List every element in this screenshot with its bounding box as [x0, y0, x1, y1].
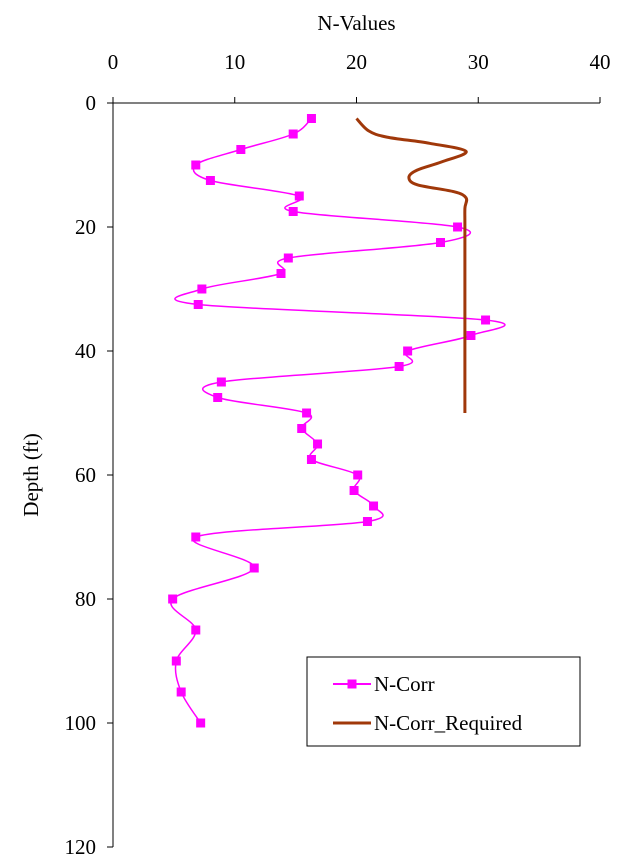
data-point-n-corr — [306, 114, 316, 123]
y-tick-label: 100 — [65, 711, 97, 735]
x-tick-label: 30 — [468, 50, 489, 74]
series-line-n-corr-required — [355, 117, 469, 413]
data-point-n-corr — [216, 377, 226, 387]
data-point-n-corr — [176, 687, 186, 697]
x-tick-label: 0 — [108, 50, 119, 74]
y-tick-label: 60 — [75, 463, 96, 487]
axes: 0 10 20 30 40 N-Values 0 20 40 60 80 100 120 Depth (f… — [19, 11, 611, 859]
y-tick-label: 0 — [86, 91, 97, 115]
data-point-n-corr — [349, 486, 359, 495]
data-point-n-corr — [205, 176, 215, 185]
y-tick-label: 40 — [75, 339, 96, 363]
legend-box — [306, 656, 581, 747]
x-tick-label: 40 — [590, 50, 611, 74]
data-point-n-corr — [213, 393, 223, 402]
x-tick-label: 10 — [224, 50, 245, 74]
y-tick-label: 120 — [65, 835, 97, 859]
data-point-n-corr — [236, 145, 246, 154]
y-tick-label: 80 — [75, 587, 96, 611]
data-point-n-corr — [306, 455, 316, 464]
y-tick-label: 20 — [75, 215, 96, 239]
data-point-n-corr — [249, 563, 259, 573]
x-axis-title: N-Values — [317, 11, 395, 35]
data-point-n-corr — [294, 191, 304, 201]
data-point-n-corr — [171, 656, 181, 666]
data-point-n-corr — [191, 625, 201, 635]
data-point-n-corr — [313, 439, 323, 449]
data-point-n-corr — [453, 222, 463, 232]
legend-label-n-corr-required: N-Corr_Required — [374, 711, 523, 735]
data-point-n-corr — [193, 300, 203, 309]
y-axis-title: Depth (ft) — [19, 433, 43, 516]
data-point-n-corr — [436, 238, 446, 247]
data-point-n-corr — [191, 532, 201, 542]
data-point-n-corr — [191, 160, 201, 170]
series-line-n-corr — [170, 117, 506, 724]
legend: N-Corr N-Corr_Required — [306, 656, 581, 747]
data-point-n-corr — [197, 284, 207, 294]
legend-label-n-corr: N-Corr — [374, 672, 435, 696]
series-layer — [168, 114, 506, 728]
data-point-n-corr — [353, 470, 363, 480]
x-tick-label: 20 — [346, 50, 367, 74]
data-point-n-corr — [196, 718, 206, 728]
data-point-n-corr — [369, 501, 379, 511]
data-point-n-corr — [403, 346, 413, 356]
data-point-n-corr — [288, 129, 298, 139]
legend-marker-n-corr — [347, 679, 357, 689]
data-point-n-corr — [394, 362, 404, 371]
data-point-n-corr — [168, 594, 178, 604]
data-point-n-corr — [297, 424, 307, 433]
data-point-n-corr — [288, 207, 298, 216]
data-point-n-corr — [276, 269, 286, 278]
data-point-n-corr — [466, 331, 476, 340]
data-point-n-corr — [481, 315, 491, 325]
data-point-n-corr — [283, 253, 293, 263]
data-point-n-corr — [362, 517, 372, 526]
data-point-n-corr — [302, 408, 312, 418]
